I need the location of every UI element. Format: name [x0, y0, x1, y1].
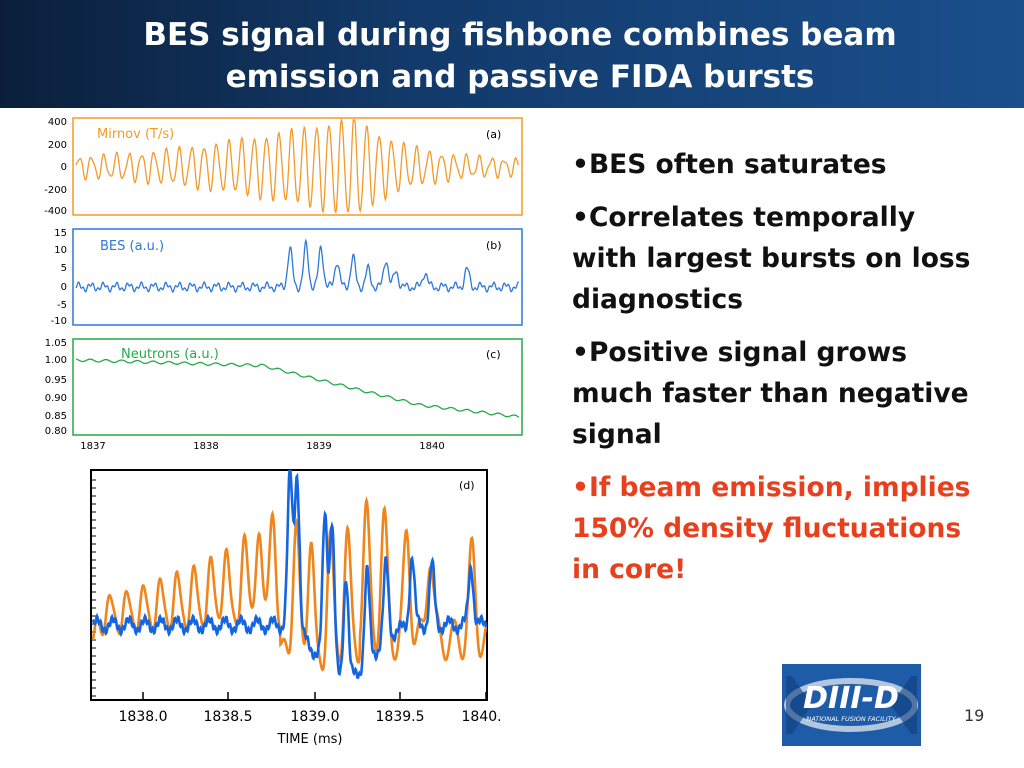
- slide-title: BES signal during fishbone combines beam…: [60, 14, 980, 98]
- panel-c-series-label: Neutrons (a.u.): [121, 347, 219, 362]
- panel-c-ytick: 0.95: [45, 375, 67, 386]
- panel-b-frame: [72, 228, 523, 326]
- page-number: 19: [964, 706, 985, 725]
- panel-b-ytick: -5: [57, 300, 67, 311]
- panel-b-series-label: BES (a.u.): [100, 239, 164, 254]
- panel-b-ytick: -10: [51, 316, 67, 327]
- panel-c-ytick: 0.80: [45, 426, 67, 437]
- bullet-1: •BES often saturates: [572, 149, 887, 180]
- panel-d: (d) 1838.0 1838.5 1839.0 1839.5 1840.0 T…: [90, 469, 501, 747]
- panel-c-xtick: 1838: [193, 441, 218, 452]
- bullet-3: •Positive signal grows much faster than …: [572, 337, 969, 450]
- panel-d-xtick: 1839.0: [291, 709, 340, 725]
- logo-sub-text: NATIONAL FUSION FACILITY: [806, 715, 896, 723]
- panel-a-ytick: 200: [48, 140, 67, 151]
- panel-a-ytick: -400: [44, 206, 67, 217]
- bes-trace: [75, 238, 520, 294]
- bullet-4: •If beam emission, implies 150% density …: [572, 472, 971, 585]
- panel-c-ytick: 1.05: [45, 338, 67, 349]
- panel-a-tag: (a): [486, 128, 501, 141]
- neutrons-trace: [75, 358, 520, 418]
- title-line-2: emission and passive FIDA bursts: [225, 59, 815, 95]
- mirnov-trace: [75, 117, 520, 214]
- panel-c-ytick: 0.85: [45, 411, 67, 422]
- panel-d-tag: (d): [459, 479, 475, 492]
- bullet-list: •BES often saturates •Correlates tempora…: [572, 144, 982, 602]
- title-banner: BES signal during fishbone combines beam…: [0, 0, 1024, 108]
- panel-c-ytick: 1.00: [45, 355, 67, 366]
- panel-a-series-label: Mirnov (T/s): [97, 127, 174, 142]
- panel-c-ytick: 0.90: [45, 393, 67, 404]
- diii-d-logo: DIII-D NATIONAL FUSION FACILITY: [782, 664, 921, 746]
- panel-c-xtick: 1837: [80, 441, 105, 452]
- panel-d-xlabel: TIME (ms): [277, 732, 343, 747]
- panel-d-xtick: 1840.0: [462, 709, 501, 725]
- panel-d-xtick: 1838.5: [204, 709, 253, 725]
- panel-a-ytick: -200: [44, 185, 67, 196]
- blue-trace: [91, 469, 488, 679]
- panel-c-xtick: 1840: [419, 441, 444, 452]
- panel-c-tag: (c): [486, 348, 501, 361]
- panel-abc: 400 200 0 -200 -400 Mirnov (T/s) (a) 15 …: [44, 117, 523, 452]
- panel-b-tag: (b): [486, 239, 502, 252]
- panel-b-ytick: 10: [54, 245, 67, 256]
- bullet-2: •Correlates temporally with largest burs…: [572, 202, 971, 315]
- orange-trace: [91, 496, 488, 672]
- title-line-1: BES signal during fishbone combines beam: [143, 17, 897, 53]
- panel-b-ytick: 15: [54, 228, 67, 239]
- panel-a-ytick: 400: [48, 117, 67, 128]
- panel-b-ytick: 0: [61, 282, 67, 293]
- panel-d-xtick: 1839.5: [376, 709, 425, 725]
- panel-c-frame: [72, 338, 523, 436]
- panel-b-ytick: 5: [61, 263, 67, 274]
- panel-d-xtick: 1838.0: [119, 709, 168, 725]
- panel-c-xtick: 1839: [306, 441, 331, 452]
- panel-a-ytick: 0: [61, 162, 67, 173]
- logo-main-text: DIII-D: [803, 681, 899, 716]
